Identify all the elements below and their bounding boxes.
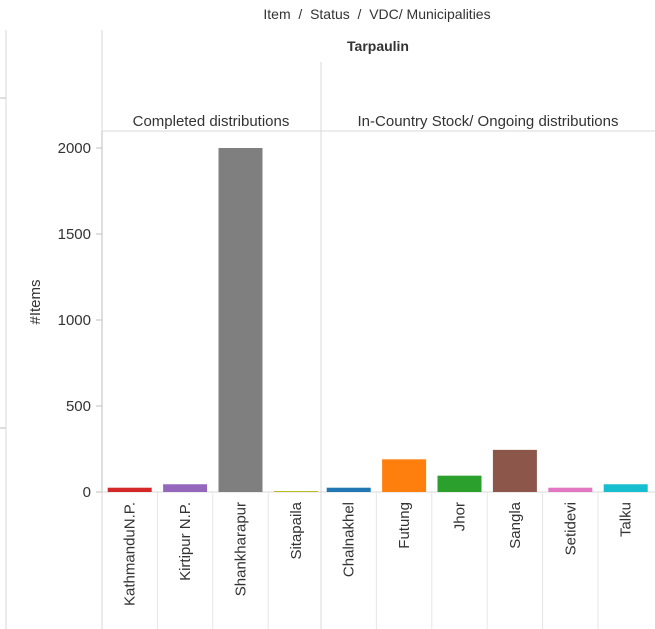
bar	[603, 484, 648, 492]
chart-header: Item / Status / VDC/ Municipalities	[263, 6, 490, 22]
category-label: Sangla	[507, 501, 524, 548]
bar	[437, 475, 482, 492]
bar	[163, 484, 208, 492]
category-label: Jhor	[452, 502, 469, 531]
category-label: Chalnakhel	[341, 502, 358, 577]
y-tick-label: 1500	[58, 226, 91, 243]
y-tick-label: 500	[66, 398, 91, 415]
category-label-group: KathmanduN.P. Kirtipur N.P. Shankharapur Si…	[122, 501, 635, 606]
bar	[273, 491, 318, 492]
bar	[107, 487, 152, 492]
group-label-completed: Completed distributions	[133, 113, 290, 130]
category-label: Sitapaila	[288, 501, 305, 559]
category-label: Futung	[396, 502, 413, 549]
item-label: Tarpaulin	[347, 38, 409, 54]
bar-group	[107, 148, 648, 629]
group-label-ongoing: In-Country Stock/ Ongoing distributions	[358, 113, 619, 130]
y-tick-label: 1000	[58, 312, 91, 329]
bar	[492, 449, 537, 492]
y-tick-label: 0	[83, 484, 91, 501]
bar	[218, 148, 263, 492]
category-label: Shankharapur	[233, 502, 250, 596]
category-label: Talku	[618, 502, 635, 537]
y-tick-label: 2000	[58, 140, 91, 157]
bar	[548, 487, 593, 492]
y-axis-label: #Items	[27, 279, 44, 324]
bar	[326, 487, 371, 492]
y-tick-group: 0 500 1000 1500 2000	[58, 140, 102, 501]
category-label: Kirtipur N.P.	[177, 502, 194, 581]
category-label: Setidevi	[562, 502, 579, 555]
bar	[382, 459, 427, 492]
category-label: KathmanduN.P.	[122, 502, 139, 606]
